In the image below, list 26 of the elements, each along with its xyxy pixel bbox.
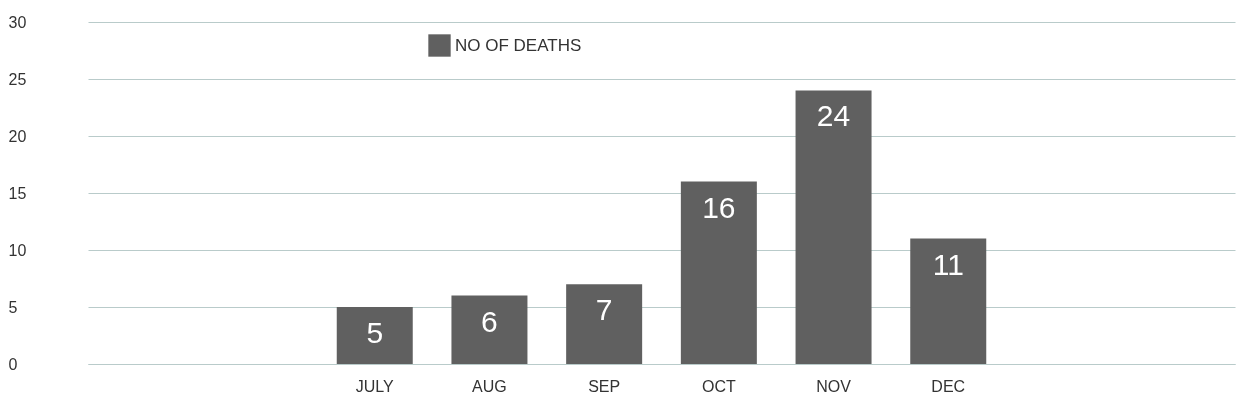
data-label: 6 <box>481 304 498 338</box>
bar <box>910 238 987 364</box>
bar <box>680 181 757 364</box>
x-tick-label: AUG <box>472 377 507 395</box>
data-label: 5 <box>366 316 384 349</box>
data-label: 24 <box>816 99 851 133</box>
x-tick-label: DEC <box>931 377 966 395</box>
bar <box>336 307 413 364</box>
y-tick-label: 25 <box>8 70 27 88</box>
bar <box>451 295 528 364</box>
x-tick-label: NOV <box>816 377 852 395</box>
bar <box>566 284 643 364</box>
x-tick-label: SEP <box>588 377 621 395</box>
bar <box>795 90 872 364</box>
y-tick-label: 10 <box>8 241 27 259</box>
y-tick-label: 30 <box>8 13 27 31</box>
data-label: 7 <box>595 293 613 327</box>
y-tick-label: 15 <box>8 184 27 202</box>
x-tick-label: JULY <box>355 377 395 395</box>
data-label: 16 <box>702 190 736 224</box>
legend-label: NO OF DEATHS <box>455 35 582 55</box>
y-tick-label: 20 <box>8 127 27 145</box>
y-tick-label: 5 <box>8 298 18 316</box>
data-label: 11 <box>932 247 964 281</box>
x-tick-label: OCT <box>701 377 736 395</box>
y-tick-label: 0 <box>8 355 18 373</box>
